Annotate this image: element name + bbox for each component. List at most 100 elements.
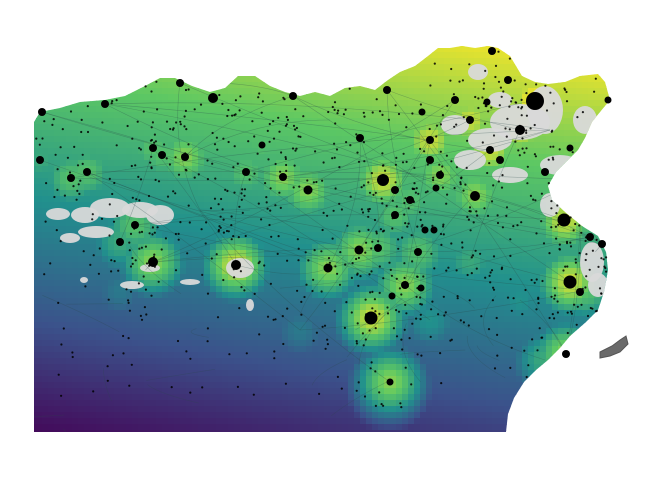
settlement-point — [557, 223, 560, 226]
settlement-point — [541, 279, 544, 283]
settlement-point — [405, 126, 408, 129]
settlement-point — [430, 308, 433, 311]
settlement-point — [416, 225, 419, 228]
settlement-point — [340, 387, 343, 390]
settlement-point — [374, 191, 377, 194]
settlement-point — [458, 80, 461, 83]
settlement-point — [492, 184, 495, 187]
settlement-point — [125, 288, 128, 291]
settlement-point — [509, 238, 512, 241]
settlement-point — [108, 177, 111, 180]
settlement-point — [265, 196, 268, 199]
hub-point — [586, 233, 594, 241]
settlement-point — [510, 100, 513, 103]
settlement-point — [240, 286, 243, 289]
settlement-point — [367, 215, 370, 218]
settlement-point — [77, 183, 80, 186]
settlement-point — [433, 267, 436, 270]
settlement-point — [358, 230, 361, 233]
settlement-point — [429, 84, 432, 87]
hub-point — [576, 288, 584, 296]
settlement-point — [81, 162, 84, 165]
settlement-point — [554, 225, 558, 228]
settlement-point — [508, 105, 511, 108]
settlement-point — [403, 201, 406, 205]
settlement-point — [328, 261, 331, 264]
hub-point — [181, 153, 189, 161]
settlement-point — [509, 254, 512, 257]
settlement-point — [573, 303, 576, 306]
hub-point — [436, 171, 444, 179]
settlement-point — [157, 180, 161, 183]
settlement-point — [110, 270, 113, 273]
settlement-point — [578, 224, 581, 227]
settlement-point — [380, 197, 383, 200]
settlement-point — [410, 383, 413, 386]
settlement-point — [496, 221, 500, 225]
settlement-point — [496, 333, 499, 336]
settlement-point — [565, 240, 569, 243]
settlement-point — [214, 177, 217, 180]
settlement-point — [320, 250, 323, 253]
settlement-point — [264, 182, 267, 185]
hub-point — [418, 108, 426, 116]
settlement-point — [399, 402, 402, 405]
settlement-point — [555, 212, 558, 215]
settlement-point — [210, 257, 213, 260]
settlement-point — [414, 191, 417, 194]
settlement-point — [326, 338, 329, 341]
settlement-point — [537, 302, 540, 305]
settlement-point — [59, 240, 62, 243]
settlement-point — [525, 129, 528, 132]
settlement-point — [373, 218, 377, 222]
settlement-point — [165, 157, 168, 160]
settlement-point — [266, 129, 269, 132]
settlement-point — [547, 182, 550, 185]
settlement-point — [81, 153, 84, 156]
settlement-point — [258, 92, 261, 95]
settlement-point — [456, 295, 459, 298]
settlement-point — [240, 198, 243, 201]
settlement-point — [566, 331, 569, 335]
settlement-point — [416, 275, 419, 278]
settlement-point — [440, 382, 443, 385]
settlement-point — [605, 270, 608, 273]
settlement-point — [488, 274, 491, 277]
settlement-point — [553, 317, 556, 320]
settlement-point — [468, 63, 471, 66]
settlement-point — [455, 123, 458, 126]
settlement-point — [552, 102, 555, 105]
settlement-point — [468, 299, 471, 302]
settlement-point — [551, 313, 554, 316]
settlement-point — [266, 315, 270, 318]
settlement-point — [488, 162, 491, 165]
settlement-point — [566, 265, 569, 268]
settlement-point — [511, 97, 514, 100]
settlement-point — [591, 249, 595, 252]
settlement-point — [449, 79, 452, 82]
settlement-point — [45, 182, 48, 185]
settlement-point — [335, 148, 339, 151]
settlement-point — [272, 318, 275, 321]
settlement-point — [189, 391, 192, 394]
settlement-point — [498, 104, 501, 107]
settlement-point — [502, 90, 505, 93]
settlement-point — [597, 265, 600, 268]
settlement-point — [558, 243, 561, 246]
settlement-point — [145, 262, 149, 265]
settlement-point — [91, 218, 94, 221]
settlement-point — [565, 100, 569, 103]
settlement-point — [484, 69, 487, 72]
settlement-point — [531, 338, 534, 341]
settlement-point — [357, 256, 360, 259]
settlement-point — [548, 252, 551, 255]
settlement-point — [467, 218, 470, 221]
settlement-point — [177, 232, 180, 235]
settlement-point — [423, 150, 426, 153]
settlement-point — [506, 117, 509, 120]
settlement-point — [563, 87, 566, 90]
settlement-point — [334, 265, 337, 268]
settlement-point — [441, 165, 444, 168]
settlement-point — [565, 90, 568, 94]
settlement-point — [520, 221, 523, 224]
